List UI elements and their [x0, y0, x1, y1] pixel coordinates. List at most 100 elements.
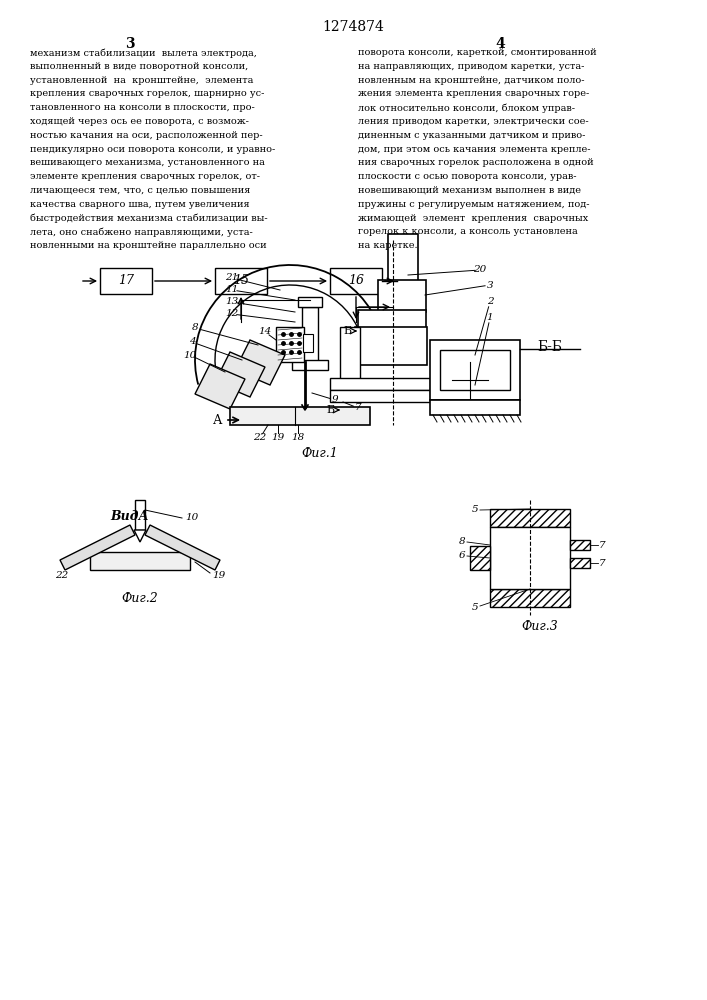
Bar [100, 268, 152, 294]
Bar [90, 552, 190, 570]
Text: вешивающего механизма, установленного на: вешивающего механизма, установленного на [30, 158, 265, 167]
Text: 18: 18 [291, 434, 305, 442]
Text: тановленного на консоли в плоскости, про-: тановленного на консоли в плоскости, про… [30, 103, 255, 112]
Bar [215, 268, 267, 294]
Text: ления приводом каретки, электрически сое-: ления приводом каретки, электрически сое… [358, 117, 589, 126]
Text: лета, оно снабжено направляющими, уста-: лета, оно снабжено направляющими, уста- [30, 227, 252, 237]
Text: 1: 1 [486, 314, 493, 322]
Text: Б: Б [344, 326, 352, 336]
Text: 19: 19 [271, 434, 285, 442]
Text: 3: 3 [486, 280, 493, 290]
Text: 11: 11 [226, 286, 239, 294]
Text: Б-Б: Б-Б [537, 340, 563, 354]
Text: плоскости с осью поворота консоли, урав-: плоскости с осью поворота консоли, урав- [358, 172, 576, 181]
Bar [340, 327, 360, 382]
Text: 7: 7 [355, 403, 361, 412]
Text: 2: 2 [486, 298, 493, 306]
Polygon shape [145, 525, 220, 570]
Text: 13: 13 [226, 298, 239, 306]
Bar [298, 297, 322, 307]
Text: 7: 7 [599, 558, 605, 568]
Bar [358, 310, 426, 328]
Bar [570, 558, 590, 568]
Text: 4: 4 [189, 338, 195, 347]
Bar [490, 589, 570, 607]
Text: Фиг.3: Фиг.3 [522, 620, 559, 633]
Text: ностью качания на оси, расположенной пер-: ностью качания на оси, расположенной пер… [30, 131, 262, 140]
Text: 14: 14 [258, 328, 271, 336]
Bar [378, 280, 426, 312]
Bar [430, 340, 520, 400]
Text: на каретке.: на каретке. [358, 241, 418, 250]
Polygon shape [60, 525, 135, 570]
Text: элементе крепления сварочных горелок, от-: элементе крепления сварочных горелок, от… [30, 172, 260, 181]
Bar [292, 360, 328, 370]
Bar [570, 540, 590, 550]
Text: пендикулярно оси поворота консоли, и уравно-: пендикулярно оси поворота консоли, и ура… [30, 145, 275, 154]
Text: диненным с указанными датчиком и приво-: диненным с указанными датчиком и приво- [358, 131, 585, 140]
Text: 4: 4 [495, 37, 505, 51]
Text: 21: 21 [226, 273, 239, 282]
Text: 9: 9 [332, 395, 339, 404]
Text: быстродействия механизма стабилизации вы-: быстродействия механизма стабилизации вы… [30, 214, 268, 223]
Text: новешивающий механизм выполнен в виде: новешивающий механизм выполнен в виде [358, 186, 581, 195]
Text: жения элемента крепления сварочных горе-: жения элемента крепления сварочных горе- [358, 89, 589, 98]
Text: механизм стабилизации  вылета электрода,: механизм стабилизации вылета электрода, [30, 48, 257, 57]
Text: 16: 16 [348, 274, 364, 288]
Text: ВидА: ВидА [111, 510, 149, 523]
Text: 5: 5 [472, 602, 479, 611]
Bar [230, 407, 370, 425]
Polygon shape [215, 352, 265, 397]
Text: новленным на кронштейне, датчиком поло-: новленным на кронштейне, датчиком поло- [358, 76, 585, 85]
Text: установленной  на  кронштейне,  элемента: установленной на кронштейне, элемента [30, 76, 253, 85]
Bar [303, 334, 313, 352]
Bar [490, 527, 570, 589]
Bar [302, 307, 318, 362]
Text: крепления сварочных горелок, шарнирно ус-: крепления сварочных горелок, шарнирно ус… [30, 89, 264, 98]
Text: пружины с регулируемым натяжением, под-: пружины с регулируемым натяжением, под- [358, 200, 590, 209]
Bar [355, 327, 427, 365]
Text: 8: 8 [192, 324, 198, 332]
Bar [330, 378, 430, 390]
Polygon shape [195, 364, 245, 409]
Bar [276, 327, 304, 362]
Text: дом, при этом ось качания элемента крепле-: дом, при этом ось качания элемента крепл… [358, 145, 590, 154]
Text: 8: 8 [459, 538, 465, 546]
Bar [330, 390, 430, 402]
Text: ходящей через ось ее поворота, с возмож-: ходящей через ось ее поворота, с возмож- [30, 117, 249, 126]
Bar [135, 500, 145, 530]
Text: жимающей  элемент  крепления  сварочных: жимающей элемент крепления сварочных [358, 214, 588, 223]
Polygon shape [430, 400, 520, 415]
Text: 22: 22 [55, 570, 69, 580]
Text: на направляющих, приводом каретки, уста-: на направляющих, приводом каретки, уста- [358, 62, 585, 71]
Bar [470, 546, 490, 570]
Bar [440, 350, 510, 390]
Text: 19: 19 [212, 570, 226, 580]
Text: 17: 17 [118, 274, 134, 288]
Text: 6: 6 [459, 552, 465, 560]
Text: качества сварного шва, путем увеличения: качества сварного шва, путем увеличения [30, 200, 250, 209]
Text: личающееся тем, что, с целью повышения: личающееся тем, что, с целью повышения [30, 186, 250, 195]
Text: 3: 3 [125, 37, 135, 51]
Text: горелок к консоли, а консоль установлена: горелок к консоли, а консоль установлена [358, 227, 578, 236]
Text: Фиг.2: Фиг.2 [122, 592, 158, 605]
Text: Б: Б [327, 405, 335, 415]
Text: 1274874: 1274874 [322, 20, 384, 34]
Bar [388, 234, 418, 282]
Polygon shape [134, 530, 146, 542]
Text: 5: 5 [472, 506, 479, 514]
Text: 20: 20 [474, 265, 486, 274]
Text: поворота консоли, кареткой, смонтированной: поворота консоли, кареткой, смонтированн… [358, 48, 597, 57]
Text: лок относительно консоли, блоком управ-: лок относительно консоли, блоком управ- [358, 103, 575, 113]
Text: ния сварочных горелок расположена в одной: ния сварочных горелок расположена в одно… [358, 158, 594, 167]
Text: 22: 22 [253, 434, 267, 442]
Text: 10: 10 [183, 351, 197, 360]
Text: 7: 7 [599, 540, 605, 550]
Text: 12: 12 [226, 310, 239, 318]
Bar [330, 268, 382, 294]
Bar [490, 509, 570, 527]
Text: А: А [213, 414, 222, 428]
Text: Фиг.1: Фиг.1 [302, 447, 339, 460]
Text: выполненный в виде поворотной консоли,: выполненный в виде поворотной консоли, [30, 62, 248, 71]
Polygon shape [235, 340, 285, 385]
